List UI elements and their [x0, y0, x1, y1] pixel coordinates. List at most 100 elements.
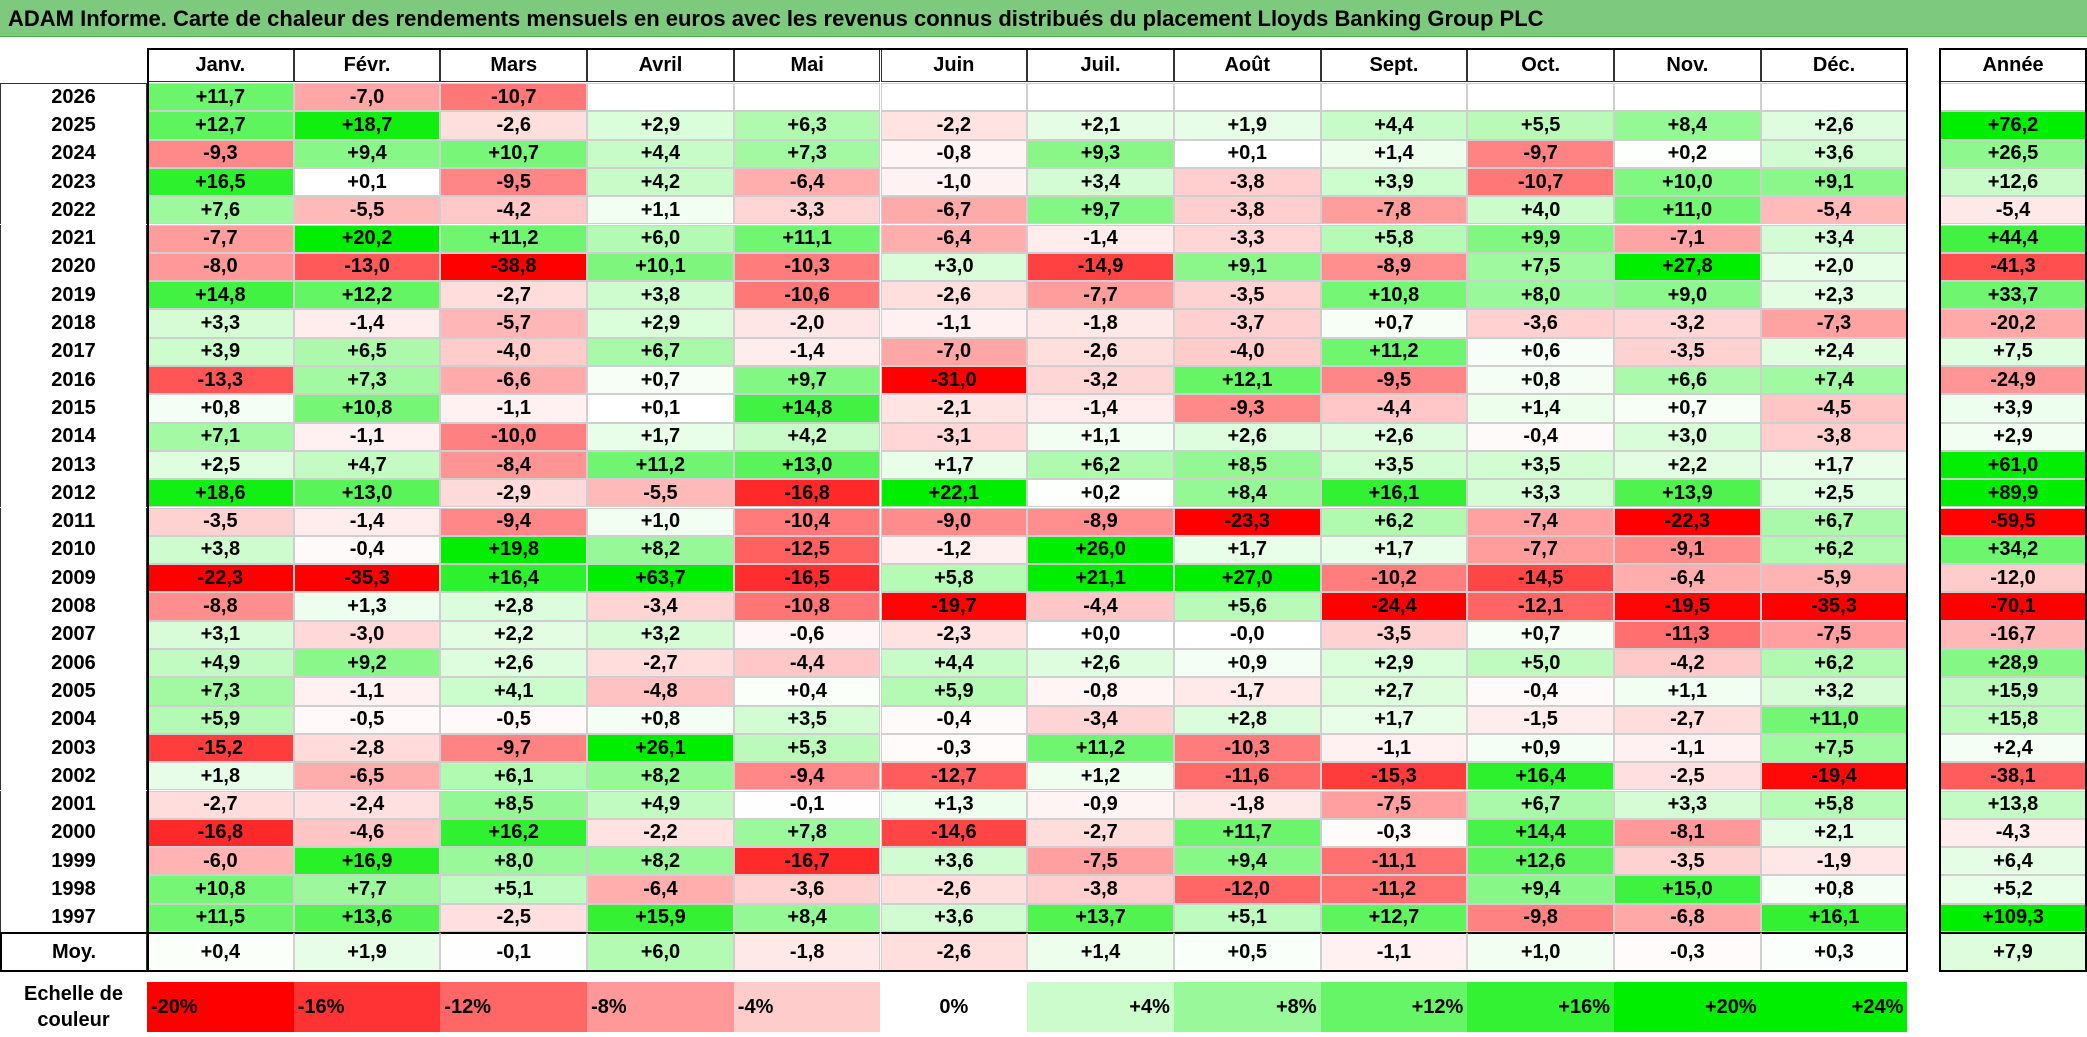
heatmap-cell: -5,5 [293, 196, 441, 225]
heatmap-cell: +9,4 [1173, 847, 1321, 876]
heatmap-cell: +0,1 [1173, 139, 1321, 168]
heatmap-cell: +1,2 [1027, 762, 1174, 791]
heatmap-cell: +3,4 [1760, 224, 1908, 253]
heatmap-cell: -12,5 [733, 535, 881, 565]
heatmap-cell: +2,6 [1760, 111, 1908, 140]
average-cell: +1,0 [1467, 932, 1614, 972]
heatmap-cell: -1,1 [293, 677, 441, 706]
color-scale-step: -16% [293, 982, 441, 1032]
heatmap-cell: -3,5 [1320, 620, 1468, 649]
heatmap-cell: +6,7 [1467, 790, 1614, 819]
annual-cell: +44,4 [1939, 224, 2087, 253]
heatmap-cell: +3,6 [880, 847, 1028, 876]
heatmap-cell: +11,2 [1027, 733, 1174, 763]
heatmap-cell: -16,8 [147, 818, 294, 848]
heatmap-cell: +5,1 [1173, 903, 1321, 932]
heatmap-cell: +7,8 [733, 818, 881, 848]
heatmap-cell: +1,7 [1320, 705, 1468, 734]
heatmap-cell: -9,4 [733, 762, 881, 791]
heatmap-cell: -4,0 [440, 337, 588, 366]
heatmap-cell: -10,3 [733, 252, 881, 282]
heatmap-cell: -5,4 [1760, 196, 1908, 225]
heatmap-cell: +8,2 [587, 762, 734, 791]
annual-cell [1939, 83, 2087, 112]
heatmap-cell: -24,4 [1320, 592, 1468, 621]
heatmap-cell: +21,1 [1027, 564, 1174, 593]
heatmap-cell [587, 83, 734, 112]
year-label: 1998 [0, 875, 147, 904]
heatmap-cell: -8,9 [1320, 252, 1468, 282]
heatmap-cell: +7,1 [147, 422, 294, 451]
heatmap-cell: +5,9 [147, 705, 294, 734]
heatmap-cell: +1,7 [880, 450, 1028, 480]
month-header: Janv. [147, 48, 294, 82]
year-label: 1997 [0, 903, 147, 932]
heatmap-cell: +2,6 [1320, 422, 1468, 451]
heatmap-cell: +1,4 [1467, 394, 1614, 423]
heatmap-cell: -0,4 [293, 535, 441, 565]
heatmap-cell: -3,3 [1173, 224, 1321, 253]
heatmap-cell: +5,3 [733, 733, 881, 763]
heatmap-cell [733, 83, 881, 112]
heatmap-cell: -11,3 [1614, 620, 1761, 649]
heatmap-cell: +3,1 [147, 620, 294, 649]
heatmap-cell: -2,2 [587, 818, 734, 848]
annual-cell: +61,0 [1939, 450, 2087, 480]
heatmap-cell: +14,4 [1467, 818, 1614, 848]
heatmap-cell: +12,2 [293, 281, 441, 310]
annual-cell: +109,3 [1939, 903, 2087, 932]
heatmap-cell: +10,0 [1614, 167, 1761, 197]
heatmap-cell: -0,4 [880, 705, 1028, 734]
heatmap-cell: -7,8 [1320, 196, 1468, 225]
heatmap-cell: +8,5 [440, 790, 588, 819]
year-label: 2006 [0, 649, 147, 678]
year-label: 2021 [0, 224, 147, 253]
heatmap-cell: +0,9 [1467, 733, 1614, 763]
heatmap-cell: +11,5 [147, 903, 294, 932]
heatmap-cell: -2,7 [587, 649, 734, 678]
heatmap-cell: +3,9 [147, 337, 294, 366]
heatmap-cell: +13,0 [293, 479, 441, 508]
heatmap-cell: +16,1 [1320, 479, 1468, 508]
heatmap-cell: +16,4 [440, 564, 588, 593]
annual-cell: -24,9 [1939, 366, 2087, 395]
heatmap-cell: +2,9 [587, 111, 734, 140]
heatmap-cell: -1,9 [1760, 847, 1908, 876]
heatmap-cell: +11,2 [440, 224, 588, 253]
year-label: 2009 [0, 564, 147, 593]
month-header: Oct. [1467, 48, 1614, 82]
heatmap-cell: -4,4 [1320, 394, 1468, 423]
year-label: 2025 [0, 111, 147, 140]
heatmap-cell: +0,8 [1467, 366, 1614, 395]
annual-cell: +33,7 [1939, 281, 2087, 310]
year-label: 2015 [0, 394, 147, 423]
heatmap-cell: +13,0 [733, 450, 881, 480]
heatmap-cell: +12,7 [147, 111, 294, 140]
heatmap-cell: +4,2 [733, 422, 881, 451]
heatmap-cell: +2,5 [147, 450, 294, 480]
color-scale-label: Echelle de couleur [24, 983, 123, 1031]
color-scale-step: +20% [1614, 982, 1761, 1032]
page-title: ADAM Informe. Carte de chaleur des rende… [8, 6, 1544, 31]
heatmap-cell: +1,1 [1614, 677, 1761, 706]
heatmap-cell: +2,6 [1173, 422, 1321, 451]
heatmap-cell: -0,4 [1467, 677, 1614, 706]
heatmap-cell: -3,6 [733, 875, 881, 904]
heatmap-cell: +6,2 [1320, 507, 1468, 536]
year-label: 2003 [0, 733, 147, 763]
heatmap-cell: +1,0 [587, 507, 734, 536]
heatmap-cell: +0,1 [587, 394, 734, 423]
month-header: Juil. [1027, 48, 1174, 82]
year-label: 2004 [0, 705, 147, 734]
heatmap-cell [1320, 83, 1468, 112]
heatmap-cell: +6,7 [1760, 507, 1908, 536]
heatmap-cell: +1,7 [1320, 535, 1468, 565]
heatmap-cell: +4,1 [440, 677, 588, 706]
year-label: 2010 [0, 535, 147, 565]
average-cell: +6,0 [587, 932, 734, 972]
heatmap-cell: +5,6 [1173, 592, 1321, 621]
color-scale-step: +4% [1027, 982, 1174, 1032]
heatmap-cell: -11,2 [1320, 875, 1468, 904]
heatmap-cell: -4,5 [1760, 394, 1908, 423]
heatmap-cell: +2,0 [1760, 252, 1908, 282]
